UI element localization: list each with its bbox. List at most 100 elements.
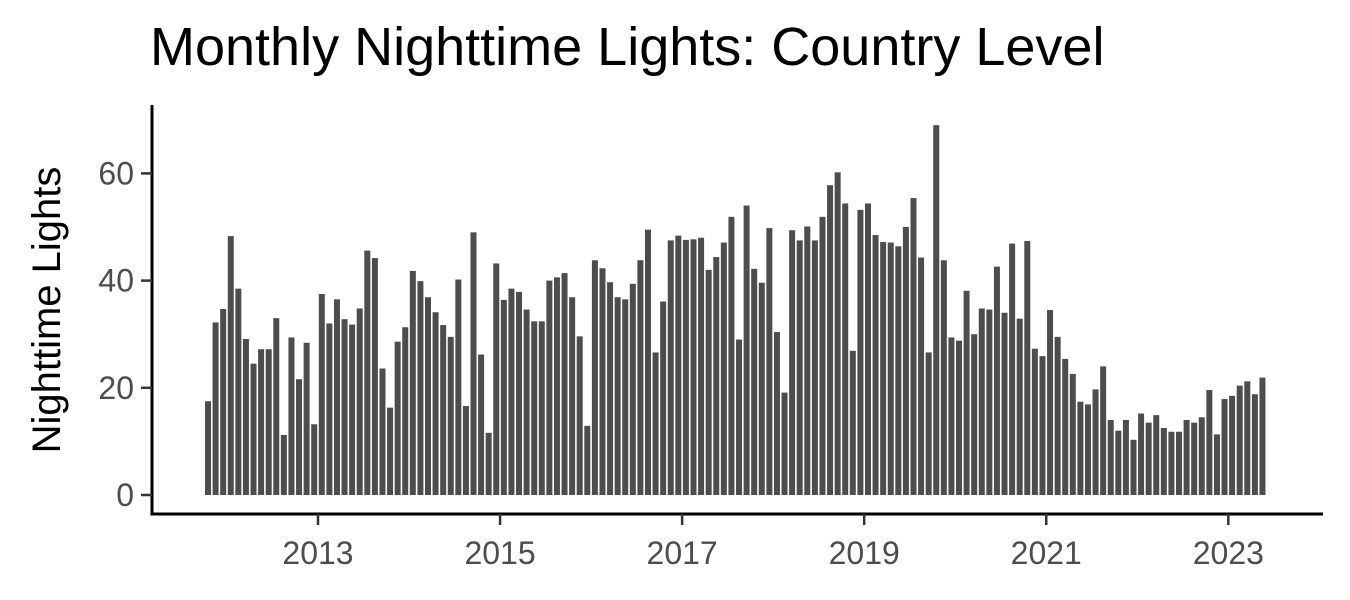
bar bbox=[599, 268, 606, 495]
bar bbox=[607, 282, 614, 495]
bar bbox=[326, 323, 333, 495]
bar bbox=[1160, 428, 1167, 495]
bar bbox=[470, 232, 477, 496]
bar bbox=[1047, 310, 1054, 495]
bar bbox=[713, 257, 720, 495]
bar bbox=[250, 363, 257, 495]
bar bbox=[242, 339, 249, 495]
bar bbox=[288, 337, 295, 495]
bar bbox=[478, 354, 485, 495]
bar bbox=[1031, 348, 1038, 495]
y-tick-label: 40 bbox=[98, 263, 134, 299]
bar bbox=[1153, 415, 1160, 495]
bar bbox=[796, 240, 803, 495]
x-tick-label: 2017 bbox=[647, 535, 718, 571]
bar bbox=[1062, 358, 1069, 495]
bar bbox=[986, 309, 993, 495]
bar bbox=[978, 308, 985, 495]
bar bbox=[1221, 399, 1228, 495]
bar bbox=[432, 312, 439, 495]
bar bbox=[743, 205, 750, 495]
bar bbox=[781, 392, 788, 495]
bar bbox=[1122, 419, 1129, 495]
bar bbox=[1069, 373, 1076, 495]
x-tick-label: 2023 bbox=[1193, 535, 1264, 571]
bar bbox=[963, 290, 970, 495]
bar bbox=[925, 352, 932, 495]
bar bbox=[887, 242, 894, 495]
bar bbox=[553, 277, 560, 495]
bar bbox=[614, 297, 621, 495]
bar bbox=[705, 269, 712, 495]
x-tick-label: 2021 bbox=[1011, 535, 1082, 571]
bar bbox=[1198, 417, 1205, 495]
bar bbox=[773, 332, 780, 495]
bar bbox=[1176, 431, 1183, 495]
bar bbox=[371, 258, 378, 495]
bar bbox=[1016, 318, 1023, 495]
bar bbox=[1244, 381, 1251, 495]
bar bbox=[758, 282, 765, 495]
bar bbox=[834, 172, 841, 495]
bar bbox=[212, 322, 219, 495]
bar bbox=[1107, 419, 1114, 495]
bar bbox=[1084, 404, 1091, 495]
bar bbox=[736, 339, 743, 495]
bar bbox=[766, 228, 773, 495]
bar bbox=[379, 368, 386, 495]
bar bbox=[440, 325, 447, 495]
bar bbox=[576, 336, 583, 495]
bar bbox=[1009, 243, 1016, 495]
bar bbox=[918, 257, 925, 495]
bar bbox=[447, 336, 454, 495]
bar bbox=[273, 318, 280, 495]
bar bbox=[584, 425, 591, 495]
bar bbox=[311, 424, 318, 495]
bar bbox=[690, 239, 697, 495]
bar bbox=[910, 198, 917, 495]
bar bbox=[318, 294, 325, 495]
bar bbox=[516, 291, 523, 495]
bar bbox=[880, 242, 887, 495]
y-tick-label: 60 bbox=[98, 155, 134, 191]
bar bbox=[940, 260, 947, 495]
bar bbox=[402, 327, 409, 495]
bar bbox=[811, 240, 818, 495]
bar bbox=[1100, 366, 1107, 495]
bar bbox=[956, 340, 963, 495]
bar bbox=[751, 268, 758, 495]
bar bbox=[394, 341, 401, 495]
bar bbox=[523, 309, 530, 495]
bar bbox=[1024, 240, 1031, 495]
bar bbox=[500, 299, 507, 495]
bar bbox=[341, 319, 348, 495]
bar bbox=[872, 235, 879, 496]
bar bbox=[235, 288, 242, 495]
bar bbox=[667, 240, 674, 495]
bar-series bbox=[205, 125, 1266, 496]
bar bbox=[819, 216, 826, 495]
bar bbox=[280, 434, 287, 495]
bar bbox=[356, 308, 363, 495]
bar bbox=[1251, 394, 1258, 495]
bar bbox=[417, 281, 424, 495]
bar bbox=[1183, 419, 1190, 495]
bar bbox=[895, 246, 902, 495]
bar bbox=[1168, 431, 1175, 495]
bar bbox=[546, 280, 553, 495]
y-axis: 0 20 40 60 bbox=[98, 105, 154, 516]
bar bbox=[644, 229, 651, 495]
bar bbox=[205, 401, 211, 495]
bar bbox=[387, 407, 394, 495]
bar bbox=[1206, 389, 1213, 495]
bar bbox=[1054, 336, 1061, 495]
bar bbox=[349, 324, 356, 495]
bar bbox=[591, 260, 598, 495]
bar bbox=[660, 301, 667, 495]
bar bbox=[629, 283, 636, 495]
bar bbox=[485, 432, 492, 495]
bar bbox=[508, 288, 515, 495]
x-tick-label: 2019 bbox=[829, 535, 900, 571]
bar bbox=[864, 203, 871, 496]
